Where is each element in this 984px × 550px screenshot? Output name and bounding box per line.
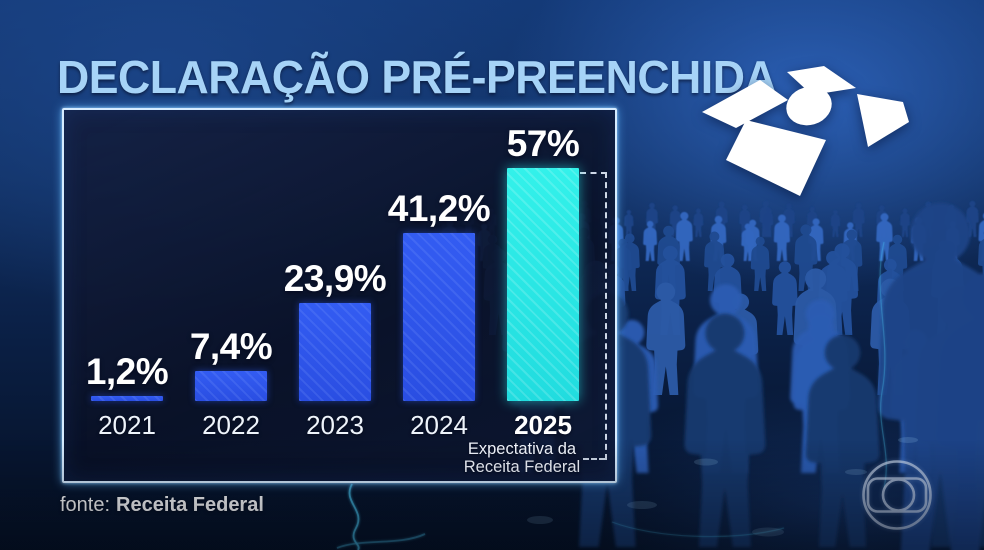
year-label-2025: 2025 (514, 410, 572, 440)
year-label-2021: 2021 (98, 410, 156, 440)
highlight-note: Expectativa da Receita Federal (437, 440, 607, 477)
bar-2025 (507, 168, 579, 401)
bar-2023 (299, 303, 371, 401)
chart-panel: Expectativa da Receita Federal 1,2% 2021 7… (62, 108, 617, 483)
bar-2022 (195, 371, 267, 401)
projection-dashed-guide (580, 172, 607, 460)
source-prefix: fonte: (60, 494, 111, 516)
year-label-2022: 2022 (202, 410, 260, 440)
globo-logo (862, 460, 932, 530)
bar-value-label-2021: 1,2% (85, 351, 169, 392)
highlight-note-line1: Expectativa da (467, 440, 577, 458)
source-line: fonte: Receita Federal (60, 494, 264, 517)
source-name: Receita Federal (116, 494, 264, 516)
year-label-2024: 2024 (410, 410, 468, 440)
highlight-note-line2: Receita Federal (463, 458, 581, 477)
page-title: DECLARAÇÃO PRÉ-PREENCHIDA (57, 51, 777, 103)
bar-value-label-2024: 41,2% (387, 188, 491, 229)
year-label-2023: 2023 (306, 410, 364, 440)
bar-value-label-2022: 7,4% (189, 326, 273, 367)
receita-federal-logo (702, 66, 909, 196)
bar-value-label-2023: 23,9% (283, 258, 387, 299)
bar-2021 (91, 396, 163, 401)
bar-value-label-2025: 57% (506, 123, 580, 164)
bar-2024 (403, 233, 475, 401)
